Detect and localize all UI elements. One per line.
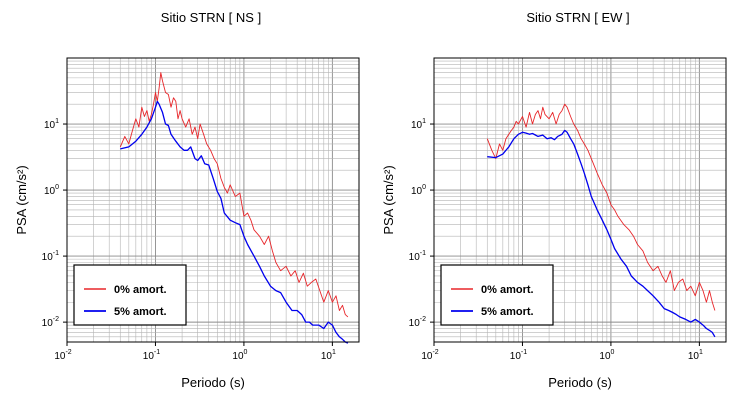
series-lines	[119, 72, 349, 344]
series-line-0pct	[486, 103, 716, 311]
plot-frame	[66, 57, 360, 343]
x-tick-label: 10-2	[54, 349, 71, 362]
y-tick-label: 10-1	[409, 250, 426, 263]
legend-label-1: 5% amort.	[481, 306, 534, 318]
x-tick-label: 101	[321, 349, 336, 362]
x-tick-label: 10-1	[510, 349, 527, 362]
y-tick-label: 101	[44, 118, 59, 131]
chart-title: Sitio STRN [ NS ]	[161, 10, 261, 25]
x-tick-label: 100	[599, 349, 614, 362]
legend: 0% amort. 5% amort.	[73, 264, 187, 326]
tick-labels: 10-2 10-1 100 101 10-2 10-1 100 101	[409, 118, 703, 362]
y-tick-label: 10-2	[409, 316, 426, 329]
y-axis-label: PSA (cm/s²)	[14, 165, 29, 234]
y-tick-label: 101	[411, 118, 426, 131]
x-tick-label: 100	[232, 349, 247, 362]
y-axis-label: PSA (cm/s²)	[381, 165, 396, 234]
x-tick-label: 10-2	[421, 349, 438, 362]
series-line-0pct	[119, 72, 349, 318]
chart-title: Sitio STRN [ EW ]	[526, 10, 629, 25]
x-tick-label: 101	[688, 349, 703, 362]
y-tick-label: 100	[411, 184, 426, 197]
legend-label-0: 0% amort.	[114, 284, 167, 296]
plot-frame	[433, 57, 727, 343]
series-lines	[486, 103, 716, 338]
series-line-5pct	[487, 129, 716, 338]
tick-labels: 10-2 10-1 100 101 10-2 10-1 100 101	[42, 118, 336, 362]
x-axis-label: Periodo (s)	[181, 375, 245, 390]
chart-ew: Sitio STRN [ EW ] 10-2 10-1 100 101 10-2 10-1…	[381, 10, 727, 390]
series-line-5pct	[120, 100, 349, 344]
legend-box	[73, 264, 187, 326]
legend-box	[440, 264, 554, 326]
y-tick-label: 10-1	[42, 250, 59, 263]
legend: 0% amort. 5% amort.	[440, 264, 554, 326]
legend-label-0: 0% amort.	[481, 284, 534, 296]
y-tick-label: 100	[44, 184, 59, 197]
x-axis-label: Periodo (s)	[548, 375, 612, 390]
x-tick-label: 10-1	[143, 349, 160, 362]
chart-ns: Sitio STRN [ NS ] 10-2 10-1 100 101 10-2 10-1…	[14, 10, 360, 390]
y-tick-label: 10-2	[42, 316, 59, 329]
legend-label-1: 5% amort.	[114, 306, 167, 318]
